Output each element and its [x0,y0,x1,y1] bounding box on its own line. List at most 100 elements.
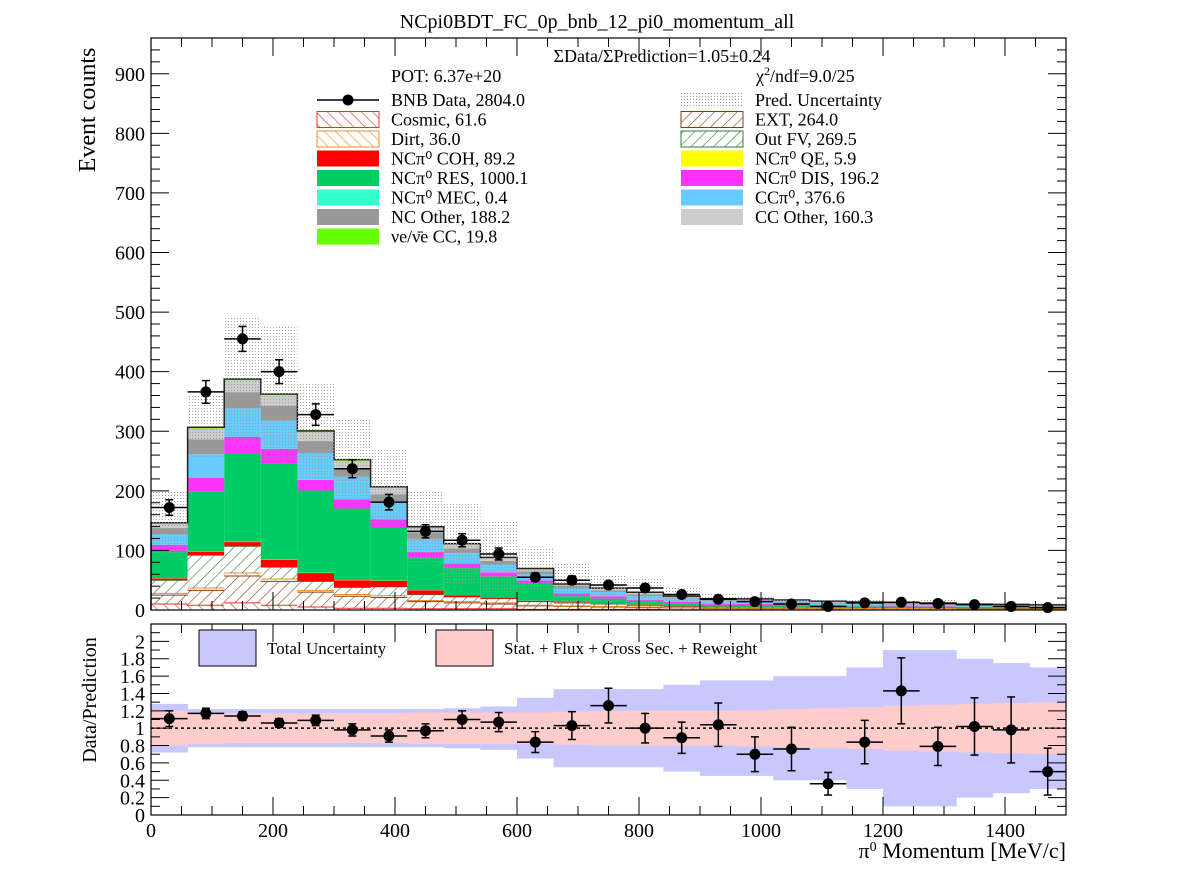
stack-bar [261,560,298,567]
stack-bar [151,580,188,593]
stack-bar [297,480,334,491]
ratio-point [786,744,797,755]
stack-bar [480,599,517,603]
legend-entry: NCπ⁰ MEC, 0.4 [317,188,507,208]
y-tick-label: 800 [115,123,145,145]
legend-label: CC Other, 160.3 [755,207,873,227]
x-tick-label: 0 [146,820,156,842]
legend-entry: NCπ⁰ QE, 5.9 [681,149,856,169]
ratio-legend-entry: Stat. + Flux + Cross Sec. + Reweight [436,630,757,666]
stack-bar [261,463,298,560]
legend-swatch [317,209,379,225]
ratio-point [164,713,175,724]
ratio-legend-label: Stat. + Flux + Cross Sec. + Reweight [504,639,757,658]
pot-text: POT: 6.37e+20 [391,66,501,86]
ratio-point [493,717,504,728]
stack-bar [371,527,408,581]
stack-bar [188,605,225,610]
stack-bar [334,596,371,608]
data-point [164,502,175,513]
stack-bar [334,587,371,594]
legend-label: EXT, 264.0 [755,110,838,130]
data-point [347,463,358,474]
legend-label: Cosmic, 61.6 [391,110,487,130]
ratio-point [200,708,211,719]
ratio-point [420,725,431,736]
stack-bar [224,546,261,573]
legend-swatch [343,95,354,106]
data-point [676,589,687,600]
stack-bar [334,500,371,509]
stack-bar [151,578,188,580]
legend-entry: NC Other, 188.2 [317,207,510,227]
stack-bar [188,555,225,588]
ratio-point [457,714,468,725]
legend-entry: CCπ⁰, 376.6 [681,188,845,208]
x-tick-label: 800 [624,820,654,842]
ratio-point [896,685,907,696]
legend-swatch [681,170,743,186]
legend-swatch [317,151,379,167]
y-tick-label: 500 [115,302,145,324]
data-point [274,366,285,377]
x-tick-label: 600 [502,820,532,842]
x-tick-label: 1000 [741,820,781,842]
stack-bar [517,601,554,602]
legend-swatch [681,131,743,147]
legend-swatch [681,190,743,206]
stack-bar [151,595,188,604]
data-point [200,386,211,397]
legend-swatch [681,112,743,128]
legend-swatch [317,229,379,245]
ratio-uncertainty-bands [151,650,1067,806]
ratio-legend-swatch [199,630,256,666]
data-point [237,333,248,344]
stack-bar [188,590,225,605]
legend-entry: Cosmic, 61.6 [317,110,487,130]
y-tick-label: 600 [115,243,145,265]
uncertainty-bin [261,327,298,461]
stack-bar [261,581,298,605]
x-tick-label: 200 [258,820,288,842]
stack-bar [188,478,225,492]
legend-swatch [681,92,743,108]
data-point [932,598,943,609]
ratio-point [749,749,760,760]
data-point [713,594,724,605]
legend-label: NCπ⁰ COH, 89.2 [391,149,515,169]
legend-label: NCπ⁰ MEC, 0.4 [391,188,507,208]
stack-bar [371,587,408,596]
legend-entry: NCπ⁰ COH, 89.2 [317,149,515,169]
ratio-point [237,711,248,722]
y-tick-label: 900 [115,64,145,86]
ratio-point [676,732,687,743]
legend-swatch [317,112,379,128]
legend-swatch [681,151,743,167]
legend-entry: Pred. Uncertainty [681,90,882,110]
stack-bar [224,576,261,603]
ratio-point [1006,724,1017,735]
legend-label: Pred. Uncertainty [755,90,882,110]
y-tick-label: 0 [135,600,145,622]
chart-title: NCpi0BDT_FC_0p_bnb_12_pi0_momentum_all [400,11,795,33]
stack-bar [297,573,334,581]
ratio-point [603,700,614,711]
data-point [896,597,907,608]
legend-swatch [317,131,379,147]
stack-bar [297,581,334,590]
ratio-point [640,723,651,734]
data-point [859,597,870,608]
data-point [310,409,321,420]
legend-label: BNB Data, 2804.0 [391,90,525,110]
data-point [603,579,614,590]
ratio-point [530,737,541,748]
data-point [457,535,468,546]
stack-bar [188,492,225,552]
y-tick-label: 300 [115,421,145,443]
stack-bar [224,454,261,542]
data-point [566,575,577,586]
x-tick-label: 400 [380,820,410,842]
uncertainty-bin [517,547,554,589]
